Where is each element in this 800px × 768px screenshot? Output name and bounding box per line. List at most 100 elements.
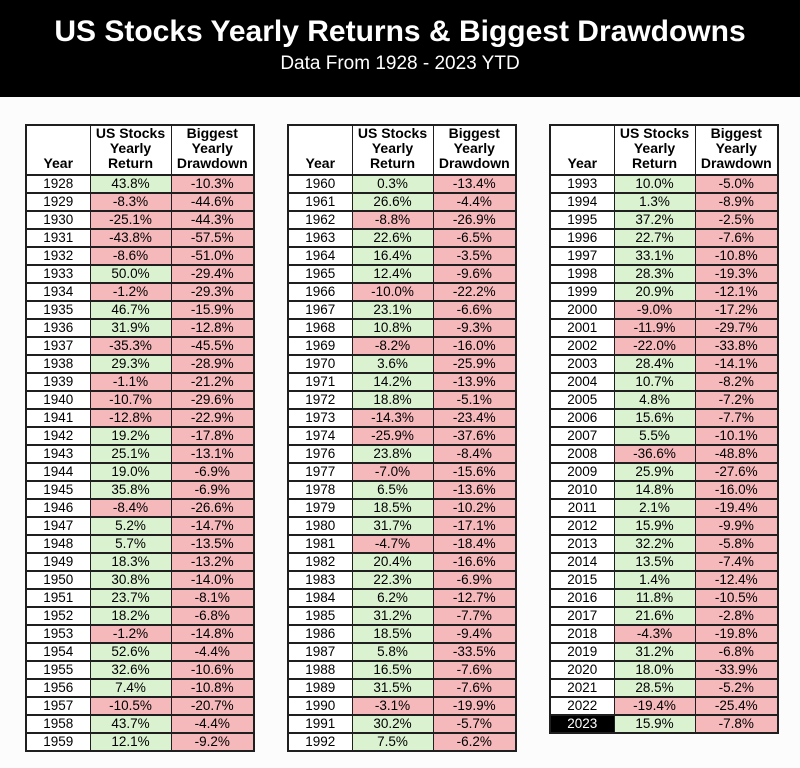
return-cell: -4.3% (613, 624, 696, 644)
drawdown-cell: -57.5% (170, 228, 255, 248)
drawdown-cell: -14.0% (170, 570, 255, 590)
return-cell: -3.1% (351, 696, 434, 716)
table-row: 1977 -7.0% -15.6% (287, 462, 517, 482)
year-cell: 2017 (549, 606, 615, 626)
column-header-drawdown: Biggest Yearly Drawdown (694, 124, 779, 176)
year-cell: 2005 (549, 390, 615, 410)
return-cell: 28.4% (613, 354, 696, 374)
year-cell: 1954 (25, 642, 91, 662)
return-cell: 1.3% (613, 192, 696, 212)
column-header-year: Year (549, 124, 615, 176)
drawdown-cell: -17.8% (170, 426, 255, 446)
drawdown-cell: -44.3% (170, 210, 255, 230)
table-row: 2002 -22.0% -33.8% (549, 336, 779, 356)
drawdown-cell: -6.5% (432, 228, 517, 248)
table-row: 1947 5.2% -14.7% (25, 516, 255, 536)
drawdown-cell: -45.5% (170, 336, 255, 356)
drawdown-cell: -8.2% (694, 372, 779, 392)
return-cell: 31.7% (351, 516, 434, 536)
year-cell: 1991 (287, 714, 353, 734)
year-cell: 1997 (549, 246, 615, 266)
return-cell: -8.4% (89, 498, 172, 518)
table-row: 2000 -9.0% -17.2% (549, 300, 779, 320)
return-cell: 15.9% (613, 516, 696, 536)
table-row: 2005 4.8% -7.2% (549, 390, 779, 410)
return-cell: 14.2% (351, 372, 434, 392)
page-title: US Stocks Yearly Returns & Biggest Drawd… (54, 15, 746, 48)
year-cell: 2010 (549, 480, 615, 500)
year-cell: 2012 (549, 516, 615, 536)
table-row: 1985 31.2% -7.7% (287, 606, 517, 626)
return-cell: -1.2% (89, 624, 172, 644)
year-cell: 1933 (25, 264, 91, 284)
return-cell: 5.8% (351, 642, 434, 662)
return-cell: 4.8% (613, 390, 696, 410)
table-row: 1954 52.6% -4.4% (25, 642, 255, 662)
drawdown-cell: -4.4% (432, 192, 517, 212)
header-row: Year US Stocks Yearly Return Biggest Yea… (25, 124, 255, 176)
return-cell: 52.6% (89, 642, 172, 662)
table-row: 1968 10.8% -9.3% (287, 318, 517, 338)
return-cell: 31.9% (89, 318, 172, 338)
year-cell: 1956 (25, 678, 91, 698)
return-cell: 28.5% (613, 678, 696, 698)
return-cell: -9.0% (613, 300, 696, 320)
return-cell: 19.0% (89, 462, 172, 482)
return-cell: -8.8% (351, 210, 434, 230)
drawdown-cell: -5.1% (432, 390, 517, 410)
table-row: 1948 5.7% -13.5% (25, 534, 255, 554)
return-cell: 31.2% (613, 642, 696, 662)
column-header-drawdown: Biggest Yearly Drawdown (432, 124, 517, 176)
drawdown-cell: -15.9% (170, 300, 255, 320)
year-cell: 2019 (549, 642, 615, 662)
return-cell: 11.8% (613, 588, 696, 608)
year-cell: 1976 (287, 444, 353, 464)
year-cell: 1965 (287, 264, 353, 284)
return-cell: 23.8% (351, 444, 434, 464)
return-cell: 16.5% (351, 660, 434, 680)
drawdown-cell: -6.8% (694, 642, 779, 662)
return-cell: 43.7% (89, 714, 172, 734)
drawdown-cell: -17.2% (694, 300, 779, 320)
drawdown-cell: -16.6% (432, 552, 517, 572)
year-cell: 1961 (287, 192, 353, 212)
table-row: 1980 31.7% -17.1% (287, 516, 517, 536)
drawdown-cell: -7.6% (432, 678, 517, 698)
table-row: 1940 -10.7% -29.6% (25, 390, 255, 410)
year-cell: 1979 (287, 498, 353, 518)
table-row: 1967 23.1% -6.6% (287, 300, 517, 320)
drawdown-cell: -6.8% (170, 606, 255, 626)
return-cell: 5.5% (613, 426, 696, 446)
return-cell: 33.1% (613, 246, 696, 266)
table-row: 1958 43.7% -4.4% (25, 714, 255, 734)
column-header-year: Year (287, 124, 353, 176)
table-row: 1939 -1.1% -21.2% (25, 372, 255, 392)
return-cell: 1.4% (613, 570, 696, 590)
return-cell: 15.6% (613, 408, 696, 428)
drawdown-cell: -5.8% (694, 534, 779, 554)
year-cell: 2015 (549, 570, 615, 590)
drawdown-cell: -10.5% (694, 588, 779, 608)
year-cell: 2006 (549, 408, 615, 428)
drawdown-cell: -21.2% (170, 372, 255, 392)
return-cell: -1.2% (89, 282, 172, 302)
return-cell: 29.3% (89, 354, 172, 374)
return-cell: 22.7% (613, 228, 696, 248)
year-cell: 1959 (25, 732, 91, 752)
year-cell: 1957 (25, 696, 91, 716)
year-cell: 2009 (549, 462, 615, 482)
year-cell: 1982 (287, 552, 353, 572)
return-cell: 18.2% (89, 606, 172, 626)
drawdown-cell: -37.6% (432, 426, 517, 446)
year-cell: 1940 (25, 390, 91, 410)
drawdown-cell: -3.5% (432, 246, 517, 266)
return-cell: 12.1% (89, 732, 172, 752)
year-cell: 1943 (25, 444, 91, 464)
drawdown-cell: -9.6% (432, 264, 517, 284)
table-row: 2011 2.1% -19.4% (549, 498, 779, 518)
table-row: 1981 -4.7% -18.4% (287, 534, 517, 554)
year-cell: 1990 (287, 696, 353, 716)
table-row: 1951 23.7% -8.1% (25, 588, 255, 608)
drawdown-cell: -10.3% (170, 174, 255, 194)
year-cell: 1988 (287, 660, 353, 680)
